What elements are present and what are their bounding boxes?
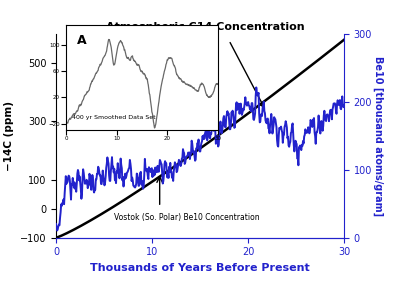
Text: Vostok (So. Polar) Be10 Concentration: Vostok (So. Polar) Be10 Concentration	[114, 213, 259, 222]
Text: 400 yr Smoothed Data Set: 400 yr Smoothed Data Set	[72, 115, 156, 120]
Text: A: A	[77, 34, 86, 47]
Y-axis label: Be10 [thousand atoms/gram]: Be10 [thousand atoms/gram]	[373, 56, 383, 216]
X-axis label: Thousands of Years Before Present: Thousands of Years Before Present	[90, 263, 310, 273]
Text: Atmospheric C14 Concentration: Atmospheric C14 Concentration	[106, 22, 305, 32]
Y-axis label: −14C (ppm): −14C (ppm)	[4, 101, 14, 171]
